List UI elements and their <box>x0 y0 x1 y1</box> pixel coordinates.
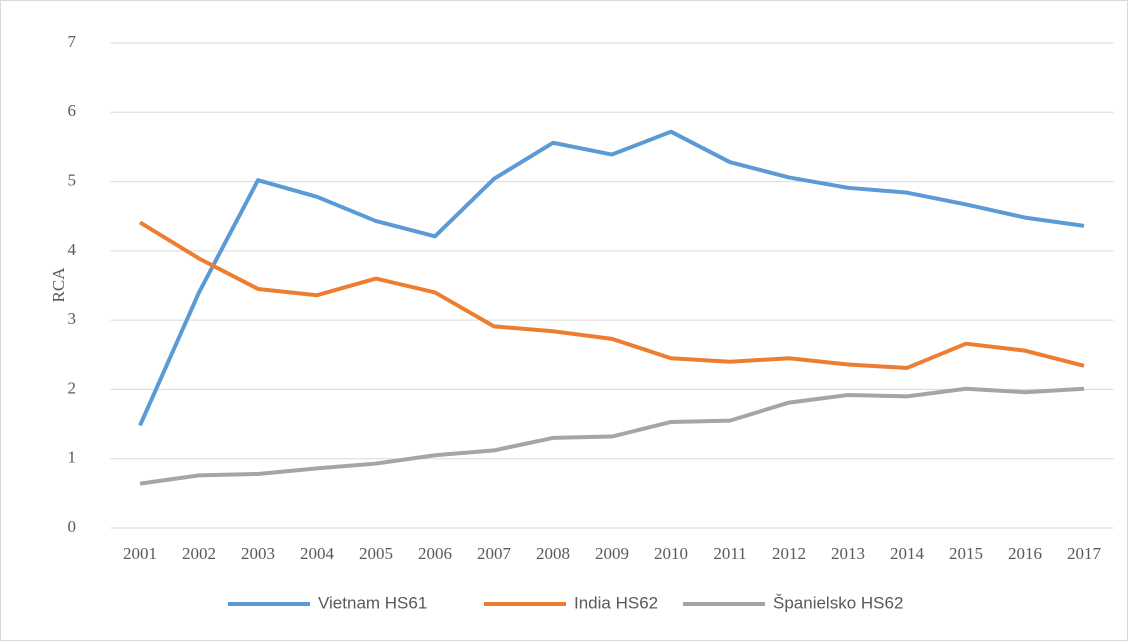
x-tick-label: 2017 <box>1067 544 1102 563</box>
legend-label: India HS62 <box>574 593 658 612</box>
y-tick-label: 0 <box>68 517 77 536</box>
y-tick-label: 2 <box>68 378 77 397</box>
x-tick-label: 2010 <box>654 544 688 563</box>
line-series <box>138 220 1085 370</box>
x-tick-label: 2014 <box>890 544 925 563</box>
x-tick-label: 2003 <box>241 544 275 563</box>
x-tick-label: 2004 <box>300 544 335 563</box>
y-tick-label: 6 <box>68 101 77 120</box>
line-series <box>139 386 1085 486</box>
y-tick-label: 3 <box>68 309 77 328</box>
x-tick-label: 2001 <box>123 544 157 563</box>
x-tick-label: 2007 <box>477 544 512 563</box>
y-tick-label: 5 <box>68 170 77 189</box>
y-tick-label: 1 <box>68 448 77 467</box>
x-tick-label: 2013 <box>831 544 865 563</box>
x-tick-label: 2006 <box>418 544 452 563</box>
x-tick-label: 2008 <box>536 544 570 563</box>
x-tick-label: 2016 <box>1008 544 1042 563</box>
line-series <box>138 129 1085 427</box>
y-tick-label: 4 <box>68 240 77 259</box>
x-tick-label: 2015 <box>949 544 983 563</box>
x-tick-label: 2012 <box>772 544 806 563</box>
y-tick-label: 7 <box>68 32 77 51</box>
legend-label: Vietnam HS61 <box>318 593 427 612</box>
y-axis-label: RCA <box>49 267 68 303</box>
x-tick-label: 2002 <box>182 544 216 563</box>
legend-label: Španielsko HS62 <box>773 593 903 612</box>
x-tick-label: 2005 <box>359 544 393 563</box>
x-tick-label: 2009 <box>595 544 629 563</box>
x-tick-label: 2011 <box>713 544 746 563</box>
